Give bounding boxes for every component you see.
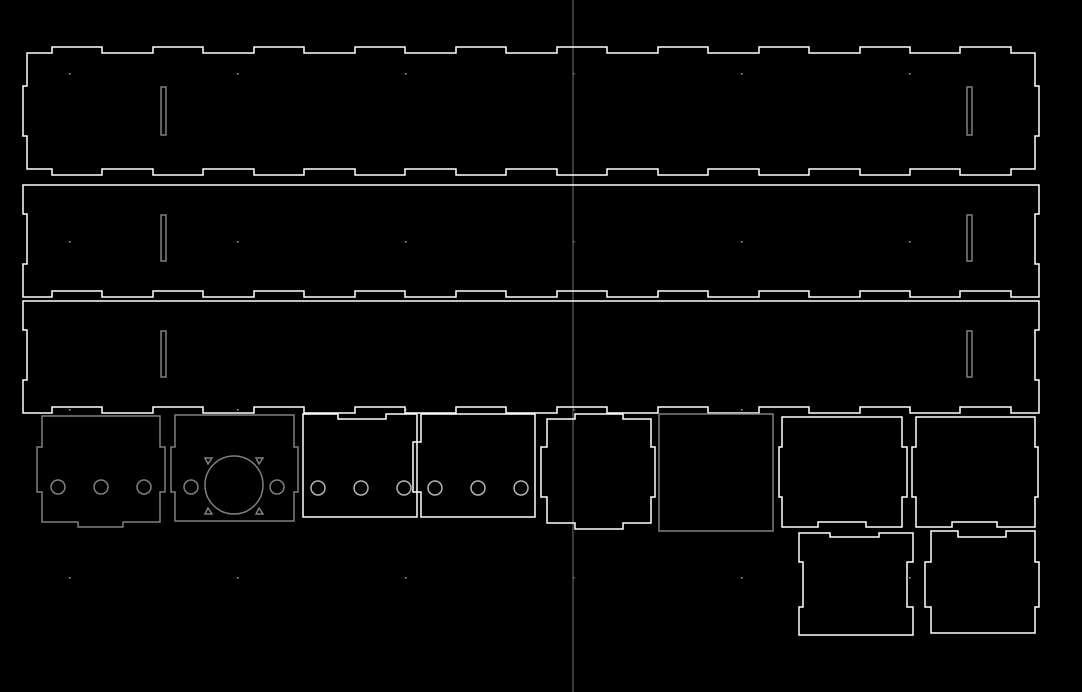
grid-dot [741,409,743,411]
slot-left [160,86,167,136]
grid-dot [573,241,575,243]
panel-outline [540,413,656,530]
mount-mark [254,457,265,466]
grid-dot [237,241,239,243]
end-plate-holes-a[interactable] [302,413,418,518]
plate-outline [412,413,536,518]
panel-outline [22,46,1040,176]
grid-dot [69,577,71,579]
grid-dot [741,577,743,579]
hole [513,480,529,496]
panel-outline [911,416,1039,528]
grid-dot [741,73,743,75]
slot-right [966,214,973,262]
grid-dot [237,577,239,579]
hole [269,479,285,495]
grid-dots [69,73,911,579]
grid-dot [69,409,71,411]
hole [353,480,369,496]
plate-outline [302,413,418,518]
grid-dot [237,409,239,411]
mount-mark [254,506,265,515]
grid-dot [909,577,911,579]
mount-mark [203,457,214,466]
hole [310,480,326,496]
hole [93,479,109,495]
slot-right [966,330,973,378]
mount-mark [203,506,214,515]
slot-left [160,330,167,378]
end-plate-three-holes[interactable] [36,415,166,528]
grid-dot [405,577,407,579]
hole [396,480,412,496]
panel-outline [778,416,908,528]
hole [136,479,152,495]
grid-dot [405,241,407,243]
small-tabbed-panel[interactable] [540,413,656,530]
tabbed-panel-lower-left[interactable] [798,532,914,636]
hole [470,480,486,496]
grid-dot [573,577,575,579]
panel-outline [22,184,1040,298]
hole [427,480,443,496]
plain-square-panel[interactable] [658,413,774,532]
slot-right [966,86,973,136]
round-cutout [204,455,264,515]
panel-outline [798,532,914,636]
end-plate-round-cutout[interactable] [170,414,299,522]
grid-dot [573,409,575,411]
side-panel-top[interactable] [22,46,1040,176]
tabbed-panel-lower-right[interactable] [924,530,1040,634]
grid-dot [69,241,71,243]
slot-left [160,214,167,262]
grid-dot [405,409,407,411]
grid-dot [909,73,911,75]
end-plate-holes-b[interactable] [412,413,536,518]
panel-outline [22,300,1040,414]
side-panel-bottom[interactable] [22,300,1040,414]
hole [50,479,66,495]
grid-dot [405,73,407,75]
grid-dot [573,73,575,75]
panel-outline [658,413,774,532]
side-panel-middle[interactable] [22,184,1040,298]
tabbed-panel-upper-left[interactable] [778,416,908,528]
grid-dot [69,73,71,75]
hole [183,479,199,495]
panel-outline [924,530,1040,634]
plate-outline [36,415,166,528]
grid-dot [909,241,911,243]
grid-dot [741,241,743,243]
grid-dot [237,73,239,75]
tabbed-panel-upper-right[interactable] [911,416,1039,528]
plate-outline [170,414,299,522]
